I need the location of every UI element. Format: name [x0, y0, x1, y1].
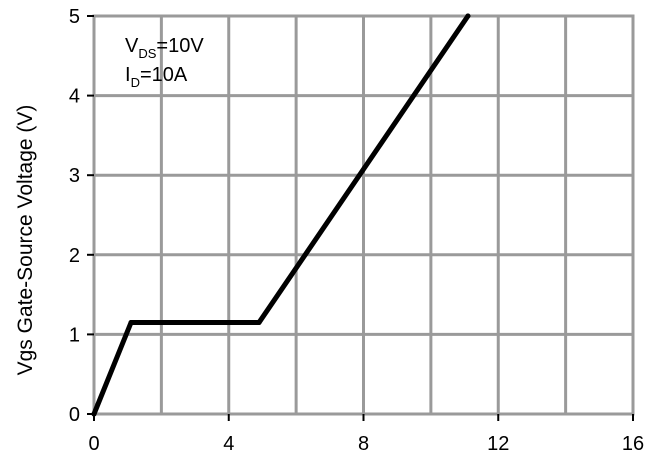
y-tick-label: 1	[69, 324, 80, 346]
annotation-vds-sub: DS	[138, 46, 156, 61]
x-tick-label: 12	[487, 433, 509, 455]
y-axis: 0 1 2 3 4 5	[69, 6, 94, 426]
grid	[94, 16, 633, 414]
annotation-vds-rest: =10V	[156, 35, 204, 57]
x-axis: 0 4 8 12 16	[88, 414, 644, 455]
y-tick-label: 2	[69, 245, 80, 267]
x-tick-label: 16	[622, 433, 644, 455]
series-point	[465, 13, 471, 19]
y-tick-label: 5	[69, 6, 80, 28]
y-tick-label: 4	[69, 86, 80, 108]
annotation-id-rest: =10A	[140, 64, 188, 86]
y-tick-label: 0	[69, 404, 80, 426]
series-point	[256, 319, 262, 325]
y-tick-label: 3	[69, 165, 80, 187]
x-tick-label: 0	[88, 433, 99, 455]
annotation-id: ID=10A	[125, 64, 188, 90]
annotation-vds-main: V	[125, 35, 139, 57]
series-point	[128, 319, 134, 325]
annotation-id-main: I	[125, 64, 131, 86]
annotation-vds: VDS=10V	[125, 35, 204, 61]
series-line	[91, 13, 471, 417]
x-tick-label: 8	[358, 433, 369, 455]
x-tick-label: 4	[223, 433, 234, 455]
annotation-id-sub: D	[131, 75, 140, 90]
y-axis-label: Vgs Gate-Source Voltage (V)	[14, 105, 37, 376]
